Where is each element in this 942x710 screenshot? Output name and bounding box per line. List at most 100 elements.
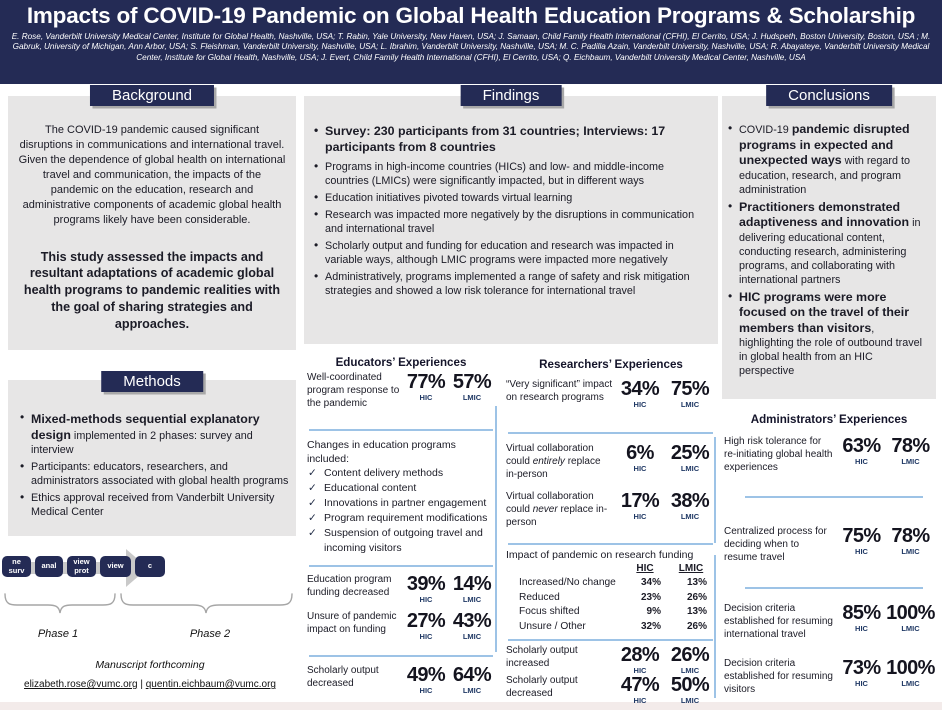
checklist-item: ✓ Content delivery methods	[308, 467, 444, 479]
stat-row: Well-coordinated program response to the…	[307, 372, 495, 410]
stat-row: Scholarly output decreased 49% HIC 64% LMI…	[307, 664, 495, 696]
stat-label: Education program funding decreased	[307, 574, 392, 598]
stat-label: Scholarly output increased	[506, 645, 578, 669]
phase-step-box: anal	[35, 556, 63, 577]
divider	[309, 565, 493, 567]
stat-lmic: 38% LMIC	[670, 490, 710, 522]
check-icon: ✓	[308, 526, 317, 539]
stat-lmic: 57% LMIC	[452, 371, 492, 403]
stat-label: Scholarly output decreased	[506, 675, 578, 699]
list-item: Survey: 230 participants from 31 countri…	[314, 123, 710, 156]
stat-row: Virtual collaboration could entirely rep…	[506, 443, 715, 481]
table-row: Reduced 23% 26%	[519, 591, 707, 603]
stat-hic: 47% HIC	[620, 674, 660, 706]
stat-lmic: 43% LMIC	[452, 610, 492, 642]
stat-hic: 39% HIC	[406, 573, 446, 605]
methods-list: Mixed-methods sequential explanatory des…	[20, 410, 290, 519]
list-item: Education initiatives pivoted towards vi…	[314, 190, 710, 206]
divider	[745, 496, 923, 498]
phase1-brace	[4, 593, 116, 614]
stat-row: High risk tolerance for re-initiating gl…	[724, 436, 935, 474]
stat-lmic: 64% LMIC	[452, 664, 492, 696]
stat-hic: 63% HIC	[842, 435, 881, 467]
check-icon: ✓	[308, 496, 317, 509]
email-link[interactable]: elizabeth.rose@vumc.org	[24, 679, 138, 690]
stat-lmic: 75% LMIC	[670, 378, 710, 410]
stat-hic: 27% HIC	[406, 610, 446, 642]
stat-row: “Very significant” impact on research pr…	[506, 378, 715, 410]
funding-table-title: Impact of pandemic on research funding	[506, 549, 694, 561]
list-item: COVID-19 pandemic disrupted programs in …	[728, 121, 931, 197]
stat-lmic: 78% LMIC	[891, 525, 930, 557]
checklist-item: ✓ Educational content	[308, 481, 417, 494]
stat-label: Unsure of pandemic impact on funding	[307, 611, 397, 635]
background-paragraph: The COVID-19 pandemic caused significant…	[18, 124, 286, 226]
methods-panel: Mixed-methods sequential explanatory des…	[8, 380, 296, 536]
stat-row: Scholarly output decreased 47% HIC 50% LMI…	[506, 674, 715, 706]
phase-step-box: ne surv	[2, 556, 31, 577]
divider	[508, 432, 713, 434]
stat-lmic: 50% LMIC	[670, 674, 710, 706]
stat-hic: 85% HIC	[842, 602, 881, 634]
poster-title: Impacts of COVID-19 Pandemic on Global H…	[26, 3, 916, 28]
check-icon: ✓	[308, 481, 317, 494]
stat-row: Decision criteria established for resumi…	[724, 658, 935, 696]
methods-item-bold: Mixed-methods sequential explanatory des…	[31, 412, 260, 443]
stat-hic: 49% HIC	[406, 664, 446, 696]
list-item: Administratively, programs implemented a…	[314, 269, 710, 298]
section-heading-methods: Methods	[101, 371, 203, 392]
section-heading-findings: Findings	[460, 85, 562, 106]
poster-header: Impacts of COVID-19 Pandemic on Global H…	[0, 0, 942, 84]
phase2-label: Phase 2	[189, 628, 231, 640]
conclusions-panel: COVID-19 pandemic disrupted programs in …	[722, 96, 936, 399]
list-item: Ethics approval received from Vanderbilt…	[20, 490, 290, 519]
stat-hic: 17% HIC	[620, 490, 660, 522]
stat-hic: 6% HIC	[626, 442, 654, 474]
stat-lmic: 14% LMIC	[452, 573, 492, 605]
stat-lmic: 100% LMIC	[886, 657, 935, 689]
stat-row: Virtual collaboration could never replac…	[506, 491, 715, 529]
section-heading-conclusions: Conclusions	[766, 85, 892, 106]
divider	[508, 543, 713, 545]
conclusion-bold: Practitioners demonstrated adaptiveness …	[739, 199, 910, 230]
conclusion-rest: with regard to education, research, and …	[739, 155, 911, 196]
section-heading-background: Background	[89, 85, 215, 106]
list-item: Research was impacted more negatively by…	[314, 207, 710, 236]
phase1-label: Phase 1	[37, 628, 79, 640]
check-icon: ✓	[308, 467, 317, 479]
checklist-item: ✓ Program requirement modifications	[308, 511, 488, 524]
stat-label: Decision criteria established for resumi…	[724, 658, 833, 695]
findings-list: Survey: 230 participants from 31 countri…	[314, 123, 710, 298]
contact-emails: elizabeth.rose@vumc.org | quentin.eichba…	[0, 679, 300, 690]
manuscript-note: Manuscript forthcoming	[95, 659, 205, 671]
stat-row: Unsure of pandemic impact on funding 27%…	[307, 610, 495, 642]
conclusion-rest: in delivering educational content, condu…	[739, 217, 921, 286]
conclusion-rest: , highlighting the role of outbound trav…	[739, 322, 923, 378]
table-header: HIC LMIC	[506, 562, 714, 576]
stat-hic: 75% HIC	[842, 525, 881, 557]
stat-label: Virtual collaboration could entirely rep…	[506, 443, 601, 480]
divider	[714, 555, 716, 698]
conclusion-bold: HIC programs were more focused on the tr…	[739, 289, 910, 335]
conclusions-list: COVID-19 pandemic disrupted programs in …	[728, 121, 931, 378]
divider	[745, 587, 923, 589]
stat-hic: 77% HIC	[406, 371, 446, 403]
stat-hic: 73% HIC	[842, 657, 881, 689]
list-item: Practitioners demonstrated adaptiveness …	[728, 199, 931, 287]
list-item: Scholarly output and funding for educati…	[314, 238, 710, 267]
email-link[interactable]: quentin.eichbaum@vumc.org	[145, 679, 276, 690]
table-row: Increased/No change 34% 13%	[519, 577, 707, 589]
stat-lmic: 100% LMIC	[886, 602, 935, 634]
stat-lmic: 78% LMIC	[891, 435, 930, 467]
col-header-hic: HIC	[636, 563, 654, 574]
stat-label: Scholarly output decreased	[307, 665, 379, 689]
checklist-item: ✓ Suspension of outgoing travel and incom…	[308, 526, 483, 554]
stat-row: Education program funding decreased 39% H…	[307, 573, 495, 605]
list-item: Mixed-methods sequential explanatory des…	[20, 410, 290, 457]
table-row: Unsure / Other 32% 26%	[519, 620, 707, 632]
authors-line: E. Rose, Vanderbilt University Medical C…	[11, 32, 931, 62]
conclusion-bold: pandemic disrupted programs in expected …	[739, 122, 910, 167]
administrators-title: Administrators’ Experiences	[750, 413, 908, 426]
checklist-item: ✓ Innovations in partner engagement	[308, 496, 487, 509]
